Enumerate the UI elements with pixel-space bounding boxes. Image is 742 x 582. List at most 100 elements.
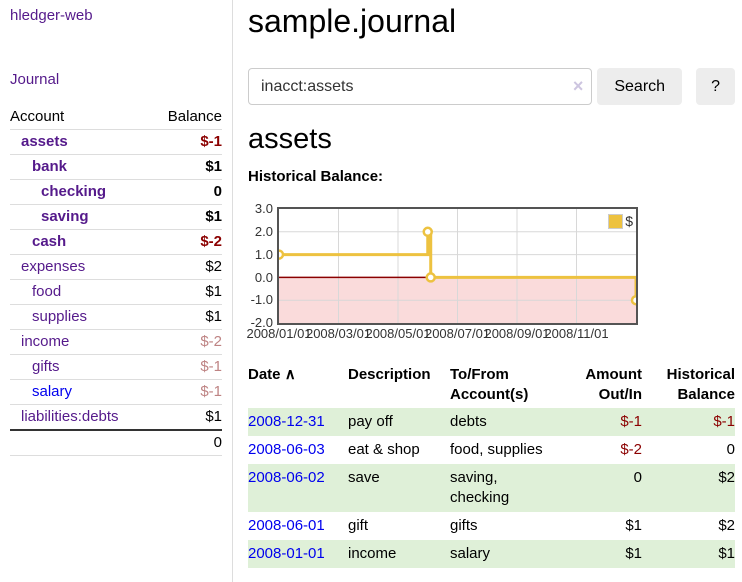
account-cell: bank — [10, 154, 152, 180]
transaction-row: 2008-06-01 gift gifts $1 $2 — [248, 512, 735, 540]
transaction-date-cell: 2008-12-31 — [248, 408, 348, 436]
accounts-header-account: Account — [10, 108, 65, 125]
transaction-date-cell: 2008-01-01 — [248, 540, 348, 568]
account-cell: checking — [10, 179, 152, 205]
transaction-date-link[interactable]: 2008-01-01 — [248, 545, 325, 563]
help-button[interactable]: ? — [696, 68, 735, 106]
sidebar-account-link[interactable]: supplies — [32, 308, 88, 325]
account-row: bank $1 — [10, 154, 222, 180]
page-title: sample.journal — [248, 3, 457, 39]
account-balance: $-1 — [151, 354, 222, 380]
sidebar-accounts-body: assets $-1 bank $1 checking 0 saving $1 cash $-2 e… — [10, 129, 222, 430]
transaction-date-link[interactable]: 2008-06-02 — [248, 469, 325, 487]
transaction-date-link[interactable]: 2008-06-03 — [248, 441, 325, 459]
register-table: Date ∧ Description To/From Account(s) Am… — [248, 362, 735, 569]
account-row: assets $-1 — [10, 129, 222, 155]
transaction-row: 2008-12-31 pay off debts $-1 $-1 — [248, 408, 735, 437]
account-balance: $1 — [151, 204, 222, 230]
x-axis-tick-label: 2008/05/01 — [365, 326, 431, 342]
main-content: sample.journal × Search ? assets Histori… — [246, 0, 735, 569]
transaction-balance: $2 — [718, 469, 735, 487]
transaction-description: income — [348, 545, 397, 563]
transaction-description: eat & shop — [348, 441, 420, 459]
transaction-amount: $-1 — [620, 413, 642, 431]
search-button[interactable]: Search — [597, 68, 683, 106]
transaction-balance: $-1 — [713, 413, 735, 431]
account-row: liabilities:debts $1 — [10, 404, 222, 430]
accounts-total-spacer — [10, 429, 152, 456]
sidebar-account-link[interactable]: liabilities:debts — [21, 408, 119, 425]
account-balance: $-2 — [151, 329, 222, 355]
account-heading: assets — [248, 123, 332, 156]
register-header-row: Date ∧ Description To/From Account(s) Am… — [248, 362, 735, 408]
transaction-description: pay off — [348, 413, 393, 431]
chart-canvas — [279, 209, 636, 324]
x-axis-tick-label: 2008/11/01 — [544, 326, 609, 342]
transaction-date-link[interactable]: 2008-06-01 — [248, 517, 325, 535]
account-cell: liabilities:debts — [10, 404, 152, 430]
transaction-description: save — [348, 469, 380, 487]
transaction-description: gift — [348, 517, 369, 535]
sidebar-item-journal[interactable]: Journal — [10, 71, 60, 88]
chart-legend: $ — [608, 213, 633, 230]
app-brand-link[interactable]: hledger-web — [10, 7, 93, 24]
transaction-amount: 0 — [633, 469, 642, 487]
register-header-accounts: To/From Account(s) — [450, 366, 529, 404]
y-axis-tick-label: 0.0 — [254, 269, 273, 285]
y-axis-tick-label: 2.0 — [254, 223, 273, 239]
account-balance: $-1 — [151, 129, 222, 155]
sidebar-account-link[interactable]: food — [32, 283, 62, 300]
transaction-accounts: saving, checking — [450, 469, 510, 507]
transaction-balance: 0 — [726, 441, 735, 459]
transaction-balance: $2 — [718, 517, 735, 535]
x-axis-tick-label: 2008/01/01 — [246, 326, 312, 342]
transaction-row: 2008-06-02 save saving, checking 0 $2 — [248, 464, 735, 513]
sidebar-account-link[interactable]: checking — [41, 183, 107, 200]
transaction-date-cell: 2008-06-02 — [248, 464, 348, 512]
search-input[interactable] — [248, 68, 593, 106]
sort-ascending-icon: ∧ — [284, 366, 296, 384]
x-axis-tick-label: 2008/07/01 — [424, 326, 491, 342]
account-row: checking 0 — [10, 179, 222, 205]
account-row: gifts $-1 — [10, 354, 222, 380]
transaction-date-cell: 2008-06-03 — [248, 436, 348, 464]
account-balance: $1 — [151, 304, 222, 330]
account-cell: salary — [10, 379, 152, 405]
account-cell: income — [10, 329, 152, 355]
sidebar-account-link[interactable]: cash — [32, 233, 67, 250]
y-axis-tick-label: -1.0 — [250, 292, 273, 308]
chart-plot-area: $ — [277, 207, 638, 326]
transaction-date-link[interactable]: 2008-12-31 — [248, 413, 325, 431]
transaction-row: 2008-06-03 eat & shop food, supplies $-2 0 — [248, 436, 735, 464]
sidebar-account-link[interactable]: assets — [21, 133, 68, 150]
sidebar-account-link[interactable]: income — [21, 333, 70, 350]
account-balance: $2 — [151, 254, 222, 280]
sidebar-account-link[interactable]: gifts — [32, 358, 60, 375]
accounts-table: Account Balance assets $-1 bank $1 checking 0… — [10, 105, 222, 456]
account-row: saving $1 — [10, 204, 222, 230]
account-cell: cash — [10, 229, 152, 255]
search-form: × Search ? — [248, 68, 735, 106]
sidebar-account-link[interactable]: saving — [41, 208, 89, 225]
register-header-date[interactable]: Date ∧ — [248, 366, 296, 384]
sidebar-account-link[interactable]: expenses — [21, 258, 86, 275]
account-cell: expenses — [10, 254, 152, 280]
transaction-accounts: debts — [450, 413, 487, 431]
legend-swatch-icon — [608, 213, 624, 229]
transaction-amount: $-2 — [620, 441, 642, 459]
sidebar-account-link[interactable]: bank — [32, 158, 68, 175]
sidebar-account-link[interactable]: salary — [32, 383, 73, 400]
account-row: income $-2 — [10, 329, 222, 355]
register-header-amount: Amount Out/In — [585, 366, 642, 404]
account-cell: assets — [10, 129, 152, 155]
account-balance: $1 — [151, 404, 222, 430]
accounts-total-row: 0 — [10, 429, 222, 456]
account-balance: $-2 — [151, 229, 222, 255]
search-box: × — [248, 68, 593, 106]
account-cell: food — [10, 279, 152, 305]
clear-search-icon[interactable]: × — [572, 76, 584, 97]
account-balance: $-1 — [151, 379, 222, 405]
balance-chart: $ 3.0 2.0 1.0 0.0 -1.0 -2.0 2008/01/01 2008/03/… — [246, 202, 735, 345]
account-row: cash $-2 — [10, 229, 222, 255]
account-balance: $1 — [151, 154, 222, 180]
